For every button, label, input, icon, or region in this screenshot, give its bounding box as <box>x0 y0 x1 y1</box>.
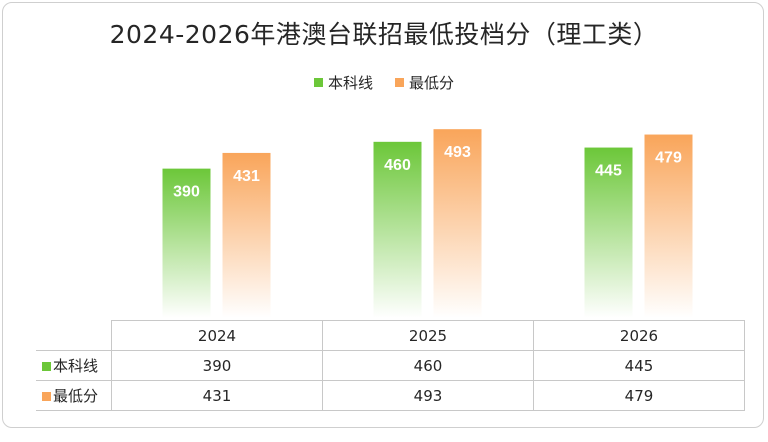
bar <box>222 152 271 318</box>
data-label: 460 <box>384 157 411 174</box>
legend-item-series-2: 最低分 <box>395 72 454 93</box>
table-row-series-2: 最低分 431 493 479 <box>36 380 745 411</box>
category-label: 2026 <box>533 320 745 351</box>
bar <box>162 168 211 318</box>
legend-swatch-green <box>313 78 323 87</box>
category-label: 2025 <box>322 320 534 351</box>
legend: 本科线 最低分 <box>0 72 768 93</box>
table-cell: 390 <box>111 350 323 381</box>
bar <box>433 129 482 318</box>
data-label: 493 <box>444 144 471 161</box>
data-label: 479 <box>655 150 682 167</box>
table-row-series-1: 本科线 390 460 445 <box>36 350 745 381</box>
legend-item-series-1: 本科线 <box>313 72 373 93</box>
table-cell: 445 <box>533 350 745 381</box>
data-label: 445 <box>595 163 622 180</box>
data-table: 2024 2025 2026 本科线 390 460 445 最低分 431 4… <box>36 320 745 411</box>
bar <box>644 134 693 318</box>
table-corner <box>36 320 112 351</box>
table-swatch-orange <box>42 392 51 401</box>
table-header-row: 2024 2025 2026 <box>36 320 745 351</box>
table-swatch-green <box>42 362 51 371</box>
table-cell: 460 <box>322 350 534 381</box>
bar <box>373 141 422 318</box>
category-label: 2024 <box>111 320 323 351</box>
legend-label-series-2: 最低分 <box>409 74 455 92</box>
row-header-series-2: 最低分 <box>36 380 112 411</box>
row-header-series-1: 本科线 <box>36 350 112 381</box>
bar <box>584 147 633 318</box>
table-cell: 493 <box>322 380 534 411</box>
table-cell: 479 <box>533 380 745 411</box>
chart-title: 2024-2026年港澳台联招最低投档分（理工类） <box>109 20 659 49</box>
row-label: 最低分 <box>53 387 99 405</box>
legend-label-series-1: 本科线 <box>327 74 373 92</box>
table-cell: 431 <box>111 380 323 411</box>
plot-area: 390 431 460 493 445 479 <box>162 129 693 318</box>
data-label: 390 <box>173 184 200 201</box>
row-label: 本科线 <box>53 357 99 375</box>
legend-swatch-orange <box>395 78 404 87</box>
data-label: 431 <box>233 168 260 185</box>
